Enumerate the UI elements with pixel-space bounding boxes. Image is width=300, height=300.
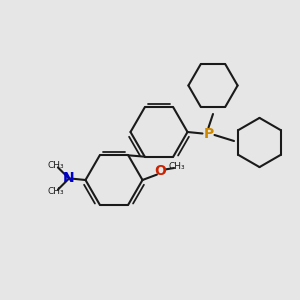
Text: O: O xyxy=(154,164,166,178)
Text: CH₃: CH₃ xyxy=(47,160,64,169)
Text: CH₃: CH₃ xyxy=(47,188,64,196)
Text: CH₃: CH₃ xyxy=(169,162,185,171)
Text: P: P xyxy=(203,127,214,140)
Text: N: N xyxy=(63,172,75,185)
